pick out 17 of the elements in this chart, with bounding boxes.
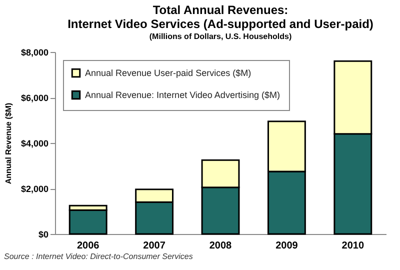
y-axis-title: Annual Revenue ($M) [4,102,13,184]
chart-title: Total Annual Revenues: Internet Video Services (Ad-supported and User-paid) [68,3,374,31]
x-tick-label: 2008 [209,240,232,252]
y-tick-label: $0 [38,230,48,240]
y-tick-label: $2,000 [20,184,48,194]
y-tick-label: $6,000 [20,93,48,103]
y-tick-label: $8,000 [20,48,48,58]
x-tick-label: 2007 [143,240,166,252]
x-tick-label: 2010 [342,240,364,252]
legend-label: Annual Revenue: Internet Video Advertising ($M) [85,90,280,100]
x-tick-label: 2006 [76,240,100,252]
source-note: Source : Internet Video: Direct-to-Consumer Services [4,252,194,262]
x-tick-label: 2009 [276,240,298,252]
legend-label: Annual Revenue User-paid Services ($M) [85,68,252,78]
y-tick-label: $4,000 [20,138,48,148]
bar [68,209,108,235]
chart-subtitle: (Millions of Dollars, U.S. Households) [149,32,292,41]
